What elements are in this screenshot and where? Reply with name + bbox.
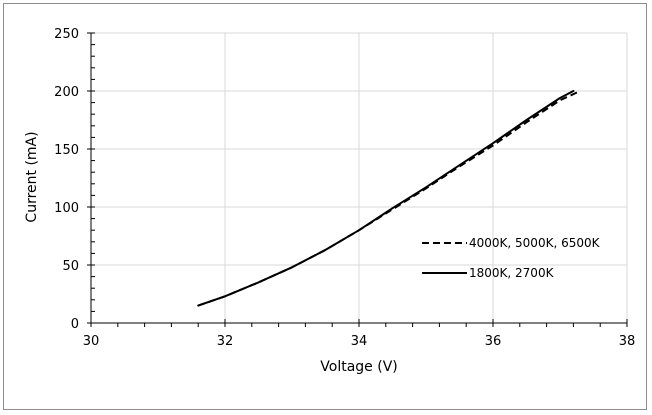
series-line-1 [197,90,581,307]
y-tick-label: 100 [54,201,79,216]
axes: 30 32 34 36 38 0 50 100 150 200 250 [54,27,635,349]
series-line-2 [197,90,575,307]
x-tick-label: 36 [485,334,502,349]
series-layer [197,90,581,307]
legend-label-2: 1800K, 2700K [469,266,555,280]
x-tick-label: 38 [619,334,636,349]
gridlines [91,32,628,323]
x-tick-label: 32 [217,334,234,349]
x-axis-title: Voltage (V) [320,359,397,375]
y-tick-label: 200 [54,85,79,100]
y-tick-label: 250 [54,27,79,42]
x-tick-label: 34 [351,334,368,349]
y-tick-label: 50 [62,259,79,274]
y-tick-label: 150 [54,143,79,158]
legend-label-1: 4000K, 5000K, 6500K [469,236,601,250]
y-axis-title: Current (mA) [24,131,40,222]
legend: 4000K, 5000K, 6500K 1800K, 2700K [422,236,601,280]
y-tick-label: 0 [71,317,79,332]
x-tick-label: 30 [83,334,100,349]
